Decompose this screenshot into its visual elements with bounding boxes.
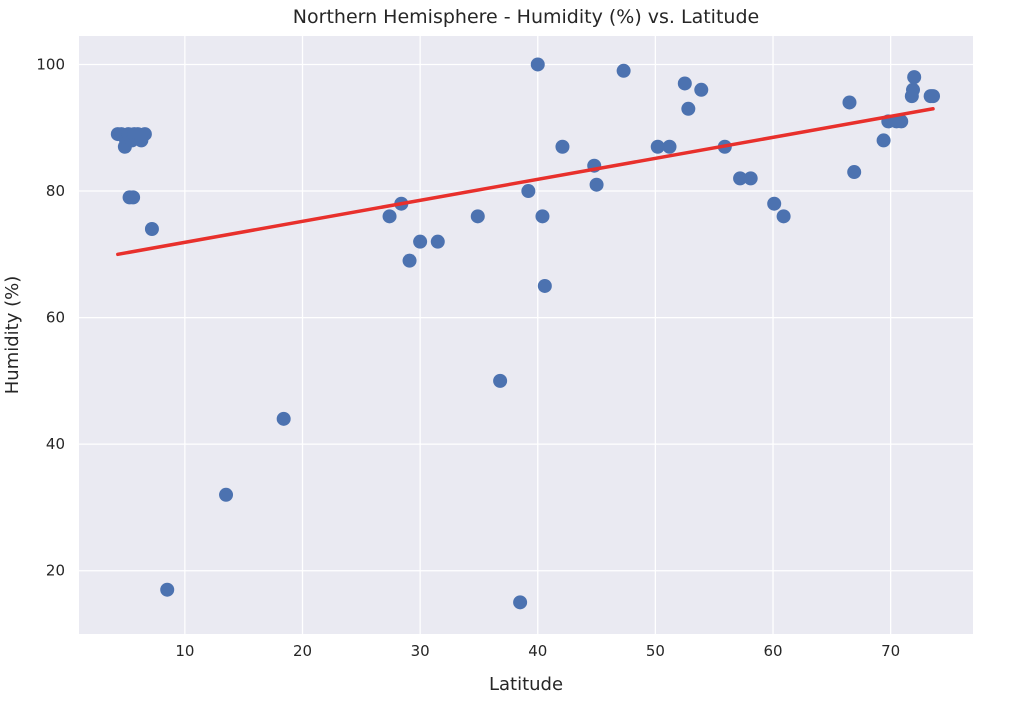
x-tick-label: 70 [881,642,900,660]
data-point [219,487,234,502]
y-tick-label: 40 [46,435,65,453]
y-axis-label: Humidity (%) [2,276,23,395]
x-tick-label: 20 [293,642,312,660]
y-tick-label: 100 [36,55,65,73]
data-point [650,139,665,154]
data-point [767,196,782,211]
data-point [616,63,631,78]
data-point [847,165,862,180]
data-point [530,57,545,72]
x-tick-label: 10 [175,642,194,660]
data-point [681,101,696,116]
y-tick-labels: 20 40 60 80 100 [36,55,65,579]
data-point [907,70,922,85]
data-point [144,222,159,237]
data-point [776,209,791,224]
x-tick-labels: 10 20 30 40 50 60 70 [175,642,900,660]
data-point [743,171,758,186]
data-point [493,373,508,388]
x-tick-label: 40 [528,642,547,660]
x-tick-label: 30 [411,642,430,660]
chart-title: Northern Hemisphere - Humidity (%) vs. L… [293,6,759,28]
data-point [160,582,175,597]
data-point [430,234,445,249]
data-point [589,177,604,192]
y-tick-label: 20 [46,562,65,580]
data-point [413,234,428,249]
x-tick-label: 60 [763,642,782,660]
data-point [906,82,921,97]
data-point [402,253,417,268]
y-tick-label: 60 [46,309,65,327]
data-point [137,127,152,142]
data-point [894,114,909,129]
x-tick-label: 50 [646,642,665,660]
data-point [842,95,857,110]
data-point [382,209,397,224]
data-point [677,76,692,91]
data-point [126,190,141,205]
data-point [470,209,485,224]
data-point [662,139,677,154]
data-point [513,595,528,610]
regression-line [116,107,935,257]
data-point [537,278,552,293]
data-point [521,184,536,199]
data-point [535,209,550,224]
data-point [876,133,891,148]
y-tick-label: 80 [46,182,65,200]
data-point [733,171,748,186]
regression-line-segment [116,107,935,257]
x-axis-label: Latitude [489,674,563,695]
plot-area [79,36,973,634]
data-point [555,139,570,154]
x-grid [184,36,892,634]
data-point [276,411,291,426]
data-points [110,57,941,610]
data-point [694,82,709,97]
data-point [926,89,941,104]
